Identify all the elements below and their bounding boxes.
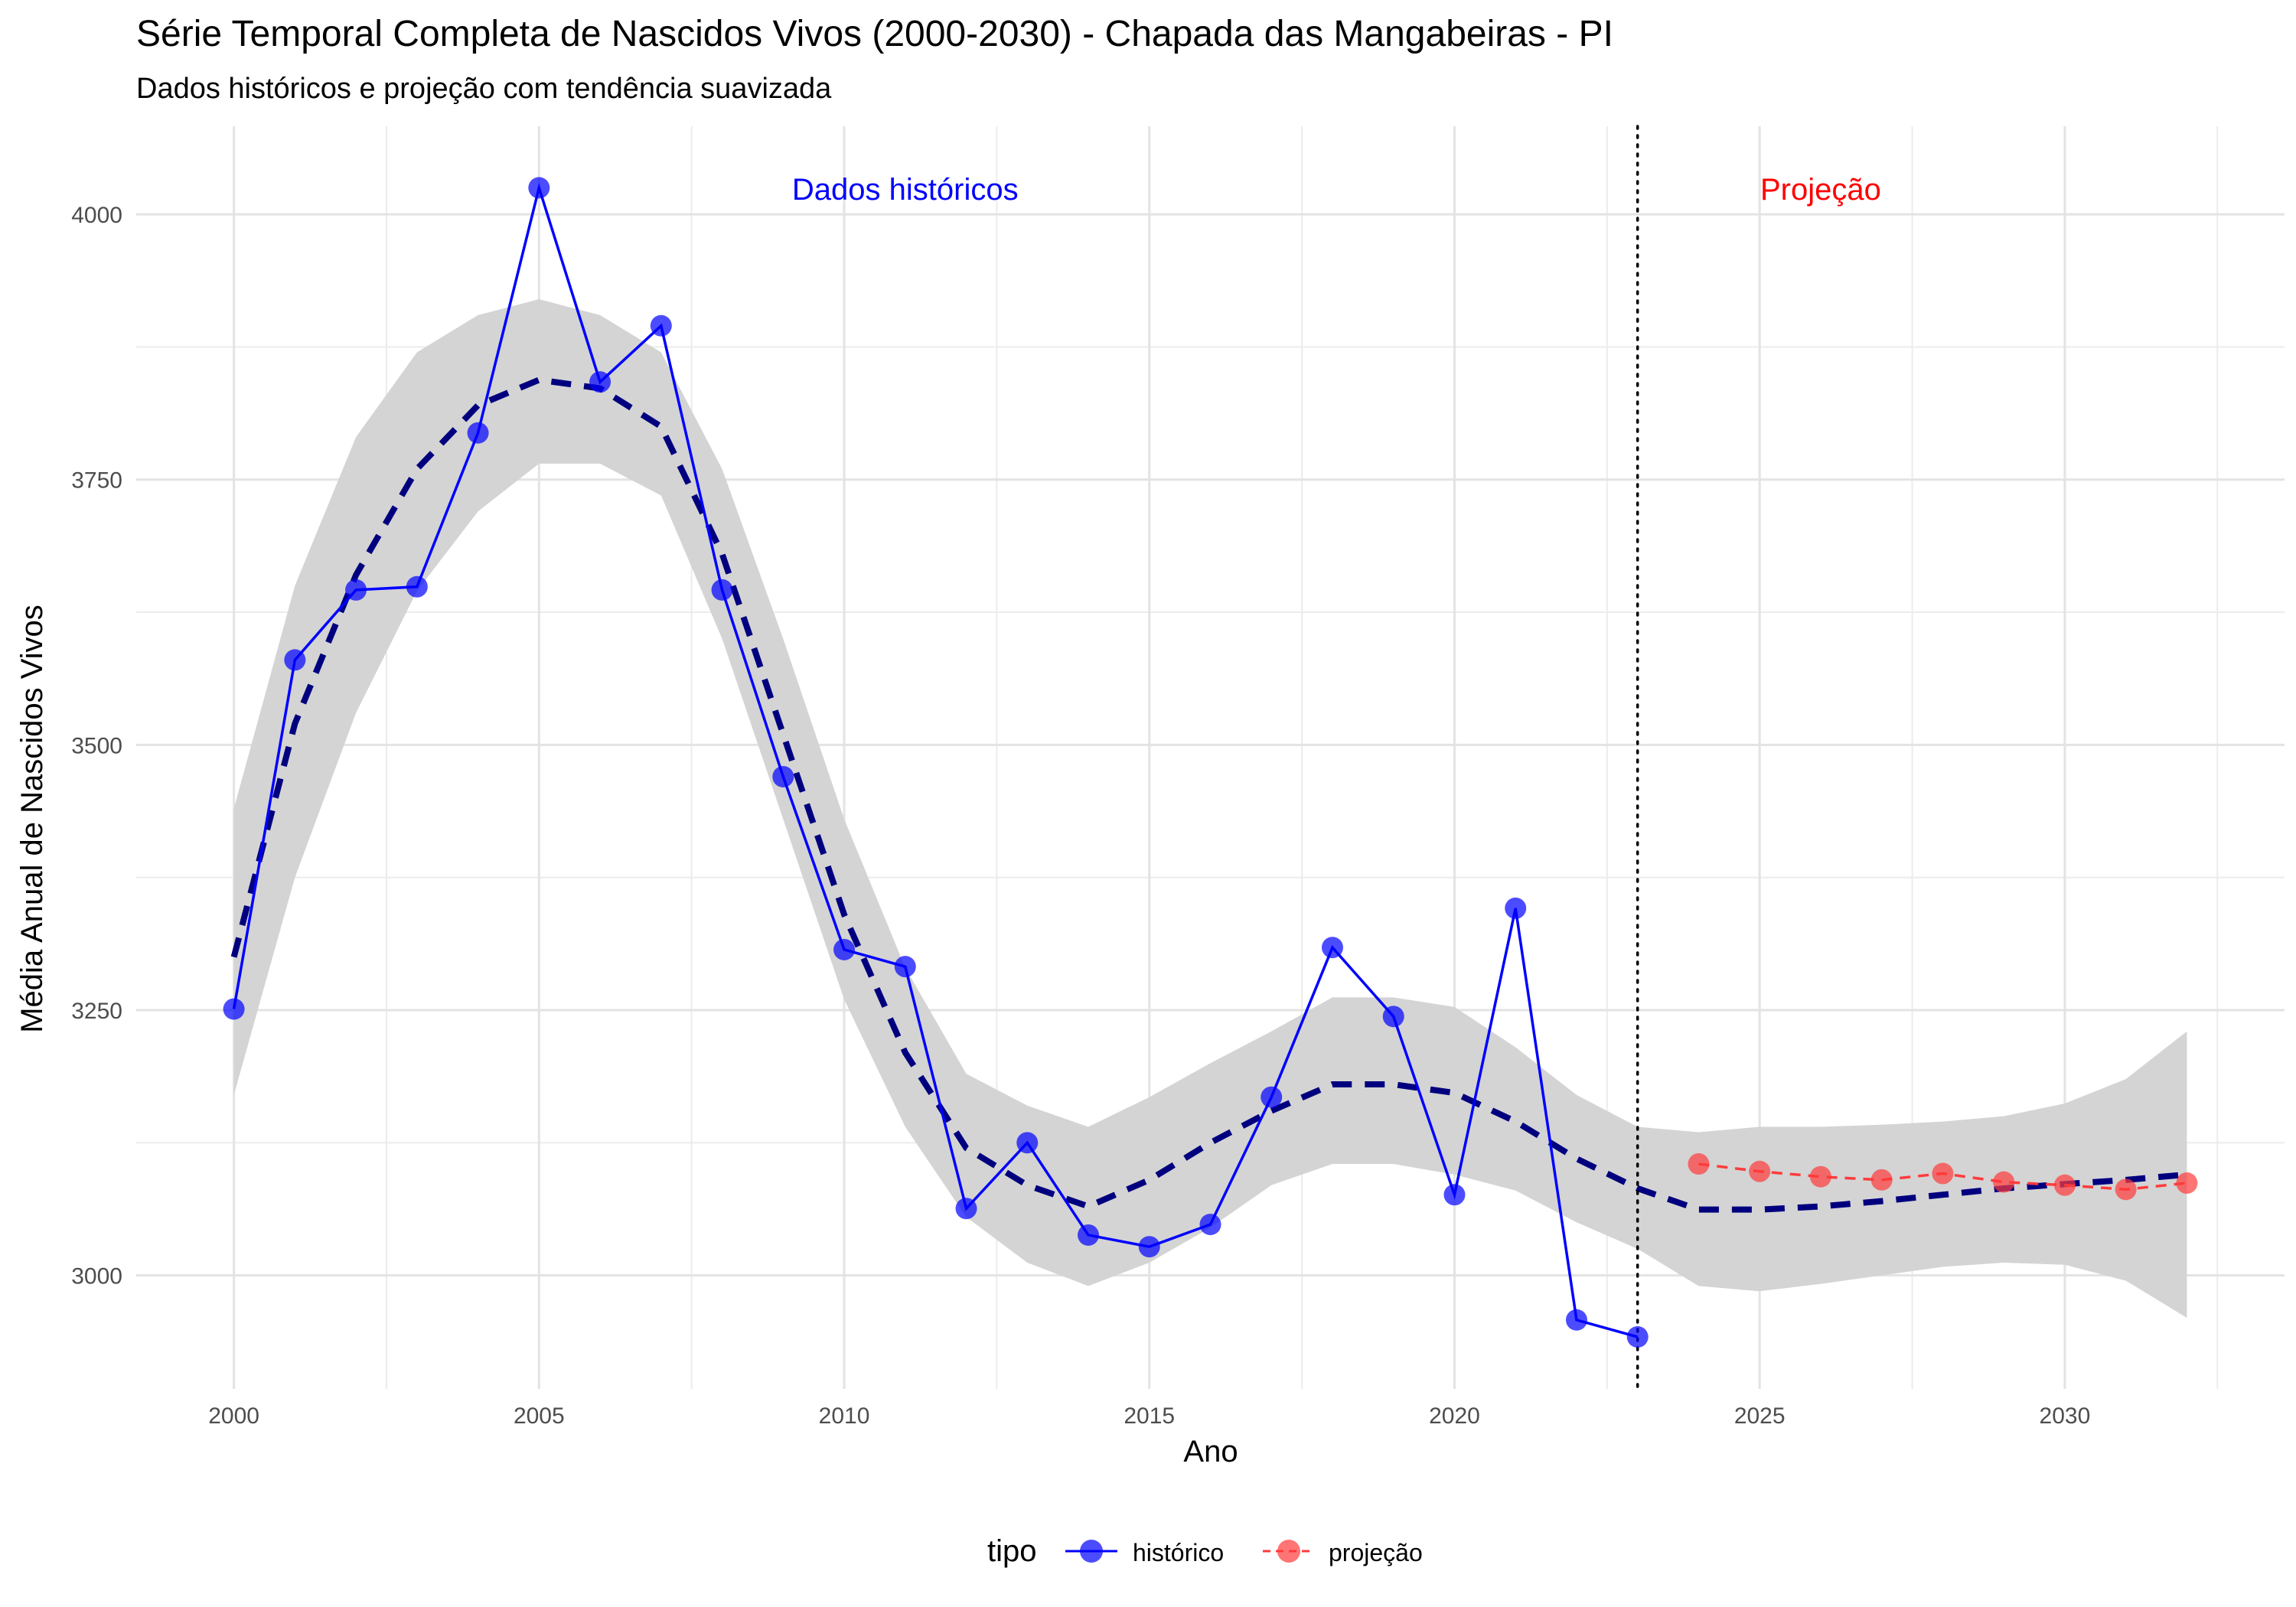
x-tick-label: 2015	[1124, 1403, 1175, 1429]
legend-key-point-projecao	[1277, 1540, 1300, 1563]
data-point-historico	[1321, 937, 1343, 959]
data-point-historico	[1626, 1326, 1649, 1348]
x-axis-ticks: 2000 2005 2010 2015 2020 2025 2030	[208, 1403, 2090, 1429]
legend-title: tipo	[987, 1534, 1037, 1568]
data-point-historico	[223, 998, 245, 1020]
y-axis-label: Média Anual de Nascidos Vivos	[15, 605, 49, 1033]
data-point-historico	[406, 575, 428, 598]
legend-key-point-historico	[1080, 1540, 1103, 1563]
data-point-projecao	[2053, 1174, 2076, 1196]
chart-title: Série Temporal Completa de Nascidos Vivo…	[136, 14, 1613, 54]
data-point-historico	[711, 579, 733, 601]
confidence-band	[233, 299, 2187, 1319]
data-point-projecao	[2176, 1172, 2198, 1195]
x-tick-label: 2025	[1734, 1403, 1786, 1429]
data-point-historico	[833, 938, 856, 960]
x-tick-label: 2010	[819, 1403, 870, 1429]
y-axis-ticks: 3000 3250 3500 3750 4000	[71, 203, 122, 1289]
data-point-historico	[284, 649, 306, 671]
data-point-projecao	[1870, 1169, 1893, 1191]
data-point-projecao	[1993, 1171, 2015, 1193]
y-tick-label: 4000	[71, 203, 122, 228]
data-point-historico	[589, 371, 612, 393]
data-point-historico	[345, 579, 367, 601]
data-point-historico	[1443, 1184, 1466, 1206]
y-tick-label: 3500	[71, 733, 122, 758]
legend-item-projecao: projeção	[1263, 1539, 1423, 1566]
data-point-historico	[1138, 1236, 1160, 1258]
series-layer	[223, 177, 2198, 1348]
data-point-projecao	[2115, 1178, 2137, 1201]
y-tick-label: 3250	[71, 999, 122, 1024]
data-point-historico	[955, 1198, 977, 1220]
legend: tipo histórico projeção	[987, 1534, 1423, 1568]
data-point-historico	[1199, 1214, 1221, 1236]
annotation-historical: Dados históricos	[792, 173, 1019, 207]
legend-label-projecao: projeção	[1329, 1539, 1423, 1566]
data-point-historico	[772, 765, 794, 787]
data-point-projecao	[1932, 1162, 1954, 1185]
data-point-historico	[650, 315, 672, 337]
x-tick-label: 2005	[514, 1403, 565, 1429]
x-tick-label: 2030	[2040, 1403, 2091, 1429]
data-point-historico	[1382, 1006, 1404, 1028]
data-point-projecao	[1688, 1153, 1710, 1175]
legend-label-historico: histórico	[1133, 1539, 1224, 1566]
data-point-historico	[467, 422, 489, 444]
x-tick-label: 2020	[1429, 1403, 1480, 1429]
data-point-projecao	[1809, 1165, 1831, 1188]
confidence-band-area	[233, 299, 2187, 1319]
data-point-historico	[1078, 1224, 1100, 1246]
annotation-projection: Projeção	[1760, 173, 1881, 207]
smooth-trend-line	[230, 376, 2187, 1213]
x-axis-label: Ano	[1183, 1435, 1238, 1468]
chart-subtitle: Dados históricos e projeção com tendênci…	[136, 73, 832, 105]
y-tick-label: 3000	[71, 1264, 122, 1289]
data-point-historico	[894, 956, 916, 978]
series-line-historico	[232, 182, 1639, 1338]
data-point-historico	[1505, 897, 1527, 919]
data-point-historico	[1261, 1086, 1283, 1108]
smooth-trend	[230, 376, 2187, 1213]
data-point-historico	[1016, 1132, 1039, 1154]
legend-item-historico: histórico	[1065, 1539, 1224, 1566]
data-point-historico	[528, 177, 550, 199]
data-point-projecao	[1749, 1160, 1771, 1182]
annotations: Dados históricos Projeção	[792, 173, 1881, 207]
y-tick-label: 3750	[71, 468, 122, 494]
x-tick-label: 2000	[208, 1403, 259, 1429]
data-point-historico	[1565, 1309, 1587, 1331]
